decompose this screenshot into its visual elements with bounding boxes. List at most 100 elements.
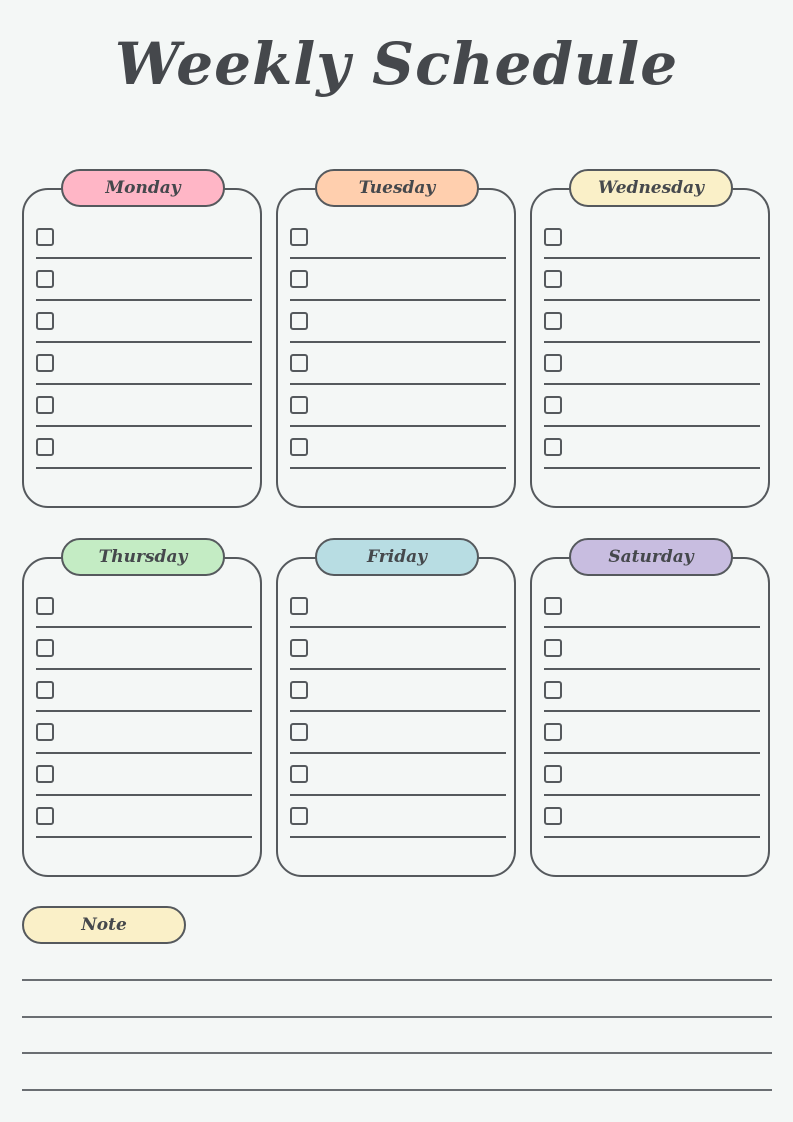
task-line[interactable] — [290, 425, 506, 427]
task-checkbox[interactable] — [36, 396, 54, 414]
task-checkbox[interactable] — [36, 807, 54, 825]
note-line[interactable] — [22, 979, 772, 981]
task-row — [290, 438, 506, 480]
task-checkbox[interactable] — [290, 354, 308, 372]
task-line[interactable] — [544, 383, 760, 385]
day-tab-friday: Friday — [315, 538, 479, 576]
task-row — [290, 639, 506, 681]
task-line[interactable] — [36, 425, 252, 427]
task-line[interactable] — [544, 467, 760, 469]
day-tab-saturday: Saturday — [569, 538, 733, 576]
task-line[interactable] — [544, 299, 760, 301]
task-line[interactable] — [544, 626, 760, 628]
task-checkbox[interactable] — [544, 312, 562, 330]
task-line[interactable] — [290, 668, 506, 670]
task-line[interactable] — [36, 341, 252, 343]
task-checkbox[interactable] — [290, 438, 308, 456]
task-checkbox[interactable] — [290, 681, 308, 699]
day-label: Friday — [367, 547, 427, 567]
task-checkbox[interactable] — [544, 396, 562, 414]
task-checkbox[interactable] — [544, 438, 562, 456]
note-line[interactable] — [22, 1052, 772, 1055]
task-row — [290, 807, 506, 849]
task-line[interactable] — [36, 836, 252, 838]
task-checkbox[interactable] — [290, 723, 308, 741]
task-line[interactable] — [36, 668, 252, 670]
task-row — [544, 354, 760, 396]
task-checkbox[interactable] — [36, 765, 54, 783]
task-line[interactable] — [290, 752, 506, 754]
task-row — [36, 681, 252, 723]
task-line[interactable] — [36, 794, 252, 796]
note-line[interactable] — [22, 1015, 772, 1018]
day-label: Thursday — [98, 547, 188, 567]
task-checkbox[interactable] — [544, 228, 562, 246]
task-line[interactable] — [544, 752, 760, 754]
task-line[interactable] — [544, 341, 760, 343]
task-checkbox[interactable] — [36, 639, 54, 657]
task-row — [290, 228, 506, 270]
task-line[interactable] — [36, 626, 252, 628]
task-checkbox[interactable] — [290, 270, 308, 288]
task-line[interactable] — [36, 257, 252, 259]
task-line[interactable] — [36, 467, 252, 469]
task-line[interactable] — [544, 710, 760, 712]
task-row — [544, 765, 760, 807]
day-card-saturday — [530, 557, 770, 877]
task-checkbox[interactable] — [290, 807, 308, 825]
task-checkbox[interactable] — [544, 807, 562, 825]
task-checkbox[interactable] — [36, 354, 54, 372]
day-card-thursday — [22, 557, 262, 877]
task-line[interactable] — [290, 299, 506, 301]
task-checkbox[interactable] — [290, 765, 308, 783]
task-line[interactable] — [290, 626, 506, 628]
task-row — [36, 765, 252, 807]
task-checkbox[interactable] — [544, 597, 562, 615]
task-row — [544, 312, 760, 354]
task-checkbox[interactable] — [36, 312, 54, 330]
task-row — [290, 354, 506, 396]
task-line[interactable] — [290, 710, 506, 712]
task-line[interactable] — [544, 257, 760, 259]
task-checkbox[interactable] — [544, 723, 562, 741]
task-checkbox[interactable] — [290, 228, 308, 246]
task-row — [544, 228, 760, 270]
task-checkbox[interactable] — [36, 438, 54, 456]
task-line[interactable] — [36, 299, 252, 301]
task-row — [36, 270, 252, 312]
task-line[interactable] — [36, 383, 252, 385]
task-checkbox[interactable] — [544, 765, 562, 783]
task-checkbox[interactable] — [290, 597, 308, 615]
task-checkbox[interactable] — [544, 681, 562, 699]
task-checkbox[interactable] — [36, 270, 54, 288]
task-row — [290, 597, 506, 639]
task-line[interactable] — [544, 668, 760, 670]
task-checkbox[interactable] — [36, 723, 54, 741]
task-line[interactable] — [544, 794, 760, 796]
task-row — [290, 681, 506, 723]
task-line[interactable] — [290, 467, 506, 469]
task-line[interactable] — [290, 383, 506, 385]
task-line[interactable] — [290, 836, 506, 838]
task-checkbox[interactable] — [544, 354, 562, 372]
task-checkbox[interactable] — [36, 597, 54, 615]
task-checkbox[interactable] — [290, 396, 308, 414]
note-line[interactable] — [22, 1089, 772, 1092]
task-line[interactable] — [290, 341, 506, 343]
task-line[interactable] — [290, 794, 506, 796]
task-line[interactable] — [36, 752, 252, 754]
task-line[interactable] — [36, 710, 252, 712]
day-card-wednesday — [530, 188, 770, 508]
task-row — [36, 438, 252, 480]
task-checkbox[interactable] — [36, 228, 54, 246]
task-checkbox[interactable] — [290, 312, 308, 330]
task-row — [36, 723, 252, 765]
note-tab: Note — [22, 906, 186, 944]
task-line[interactable] — [544, 836, 760, 838]
task-checkbox[interactable] — [36, 681, 54, 699]
task-line[interactable] — [290, 257, 506, 259]
task-checkbox[interactable] — [544, 270, 562, 288]
task-line[interactable] — [544, 425, 760, 427]
task-checkbox[interactable] — [544, 639, 562, 657]
task-checkbox[interactable] — [290, 639, 308, 657]
